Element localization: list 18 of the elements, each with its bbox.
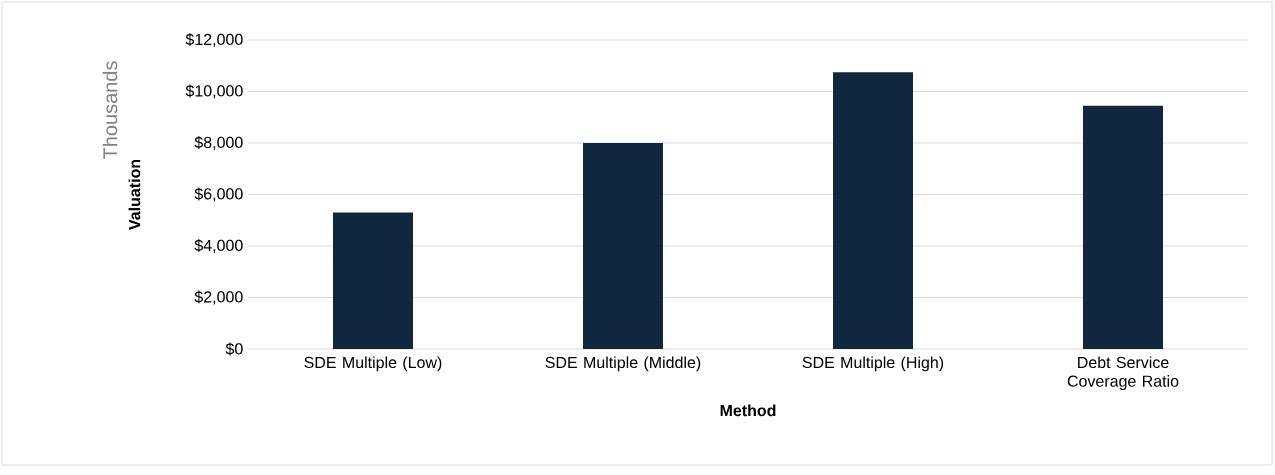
bar xyxy=(583,143,664,349)
bar xyxy=(833,72,914,349)
y-tick-label: $0 xyxy=(225,342,243,356)
bar xyxy=(1083,105,1164,349)
text: Thousands xyxy=(102,61,118,160)
y-tick-label: $12,000 xyxy=(185,33,243,47)
y-tick-label: $4,000 xyxy=(194,239,243,253)
bar xyxy=(333,212,413,349)
x-axis-title: Method xyxy=(720,404,776,417)
x-tick-label: Debt Service Coverage Ratio xyxy=(1067,356,1179,390)
y-tick-label: $8,000 xyxy=(194,136,243,150)
y-tick-label: $2,000 xyxy=(194,290,243,305)
y-tick-label: $6,000 xyxy=(194,187,243,202)
y-tick-label: $10,000 xyxy=(185,84,243,99)
x-tick-label: SDE Multiple (High) xyxy=(802,356,944,372)
x-tick-label: SDE Multiple (Low) xyxy=(304,356,442,372)
x-tick-label: SDE Multiple (Middle) xyxy=(545,356,701,372)
y-axis-title: Valuation xyxy=(128,159,141,230)
